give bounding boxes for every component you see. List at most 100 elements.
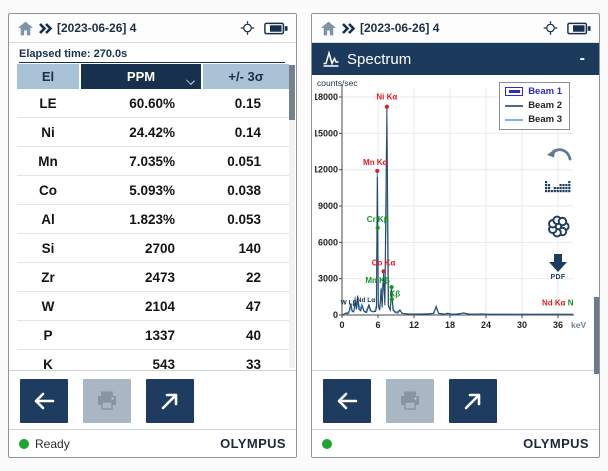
cell-value: 1.823% — [129, 211, 175, 227]
breadcrumb[interactable]: [2023-06-26] 4 — [360, 21, 440, 35]
spectrum-title: Spectrum — [347, 50, 412, 68]
svg-text:36: 36 — [553, 320, 563, 330]
print-button[interactable] — [386, 379, 434, 423]
back-button[interactable] — [323, 379, 371, 423]
legend-item-beam-3[interactable]: Beam 3 — [505, 113, 562, 126]
svg-text:Nd Kα: Nd Kα — [542, 298, 566, 307]
units-label: PPM — [126, 69, 156, 84]
svg-text:6000: 6000 — [318, 237, 338, 247]
printer-icon — [401, 391, 419, 410]
breadcrumb[interactable]: [2023-06-26] 4 — [57, 21, 137, 35]
export-arrow-icon — [464, 393, 481, 410]
cell-element: Zr — [41, 269, 55, 285]
svg-text:Kβ: Kβ — [389, 289, 400, 298]
cell-element: LE — [39, 95, 57, 111]
svg-text:3000: 3000 — [318, 274, 338, 284]
svg-text:Co Kα: Co Kα — [372, 258, 396, 267]
cell-error: 0.15 — [234, 95, 261, 111]
cell-error: 0.038 — [227, 182, 261, 198]
olympus-logo: OLYMPUS — [523, 436, 589, 451]
svg-text:keV: keV — [571, 320, 586, 330]
table-scrollbar-track[interactable] — [289, 65, 295, 368]
svg-text:0: 0 — [339, 320, 344, 330]
olympus-logo: OLYMPUS — [220, 436, 286, 451]
title-bar: [2023-06-26] 4 — [312, 14, 599, 43]
home-icon[interactable] — [17, 21, 34, 36]
table-row[interactable]: Co 5.093% 0.038 — [17, 176, 289, 205]
home-icon[interactable] — [320, 21, 337, 36]
table-row[interactable]: K 543 33 — [17, 350, 289, 371]
legend-item-beam-1[interactable]: Beam 1 — [505, 85, 562, 98]
back-arrow-icon — [337, 392, 358, 410]
periodic-table-icon — [544, 181, 570, 193]
svg-text:15000: 15000 — [315, 128, 338, 138]
bottom-toolbar — [312, 370, 599, 429]
battery-icon — [567, 22, 591, 34]
legend-item-beam-2[interactable]: Beam 2 — [505, 99, 562, 112]
undo-zoom-button[interactable] — [543, 145, 573, 164]
svg-text:12: 12 — [409, 320, 419, 330]
undo-arrow-icon — [547, 148, 572, 161]
export-button[interactable] — [146, 379, 194, 423]
svg-text:12000: 12000 — [315, 165, 338, 175]
cell-value: 5.093% — [129, 182, 175, 198]
spectrum-icon — [323, 50, 339, 67]
table-row[interactable]: Al 1.823% 0.053 — [17, 205, 289, 234]
breadcrumb-chevrons-icon — [342, 22, 356, 34]
table-row[interactable]: LE 60.60% 0.15 — [17, 89, 289, 118]
table-row[interactable]: Si 2700 140 — [17, 234, 289, 263]
cell-value: 60.60% — [129, 95, 175, 111]
printer-icon — [98, 391, 116, 410]
table-row[interactable]: Zr 2473 22 — [17, 263, 289, 292]
pdf-download-arrow-icon — [549, 254, 567, 272]
cell-error: 47 — [245, 298, 261, 314]
cell-element: Si — [41, 240, 55, 256]
breadcrumb-chevrons-icon — [39, 22, 53, 34]
cell-element: P — [43, 327, 53, 343]
battery-icon — [264, 22, 288, 34]
settings-button[interactable] — [546, 214, 571, 239]
pdf-export-button[interactable]: PDF — [547, 253, 569, 281]
column-header-el[interactable]: El — [17, 64, 79, 89]
cell-element: K — [43, 356, 53, 371]
back-arrow-icon — [34, 392, 55, 410]
svg-text:counts/sec: counts/sec — [317, 78, 358, 88]
legend-label: Beam 1 — [528, 86, 562, 97]
results-content: Elapsed time: 270.0s El PPM +/- 3σ LE 60.… — [9, 43, 296, 370]
table-row[interactable]: P 1337 40 — [17, 321, 289, 350]
cell-element: Ni — [41, 124, 55, 140]
spectrum-header-bar: Spectrum - — [312, 43, 599, 75]
cell-value: 7.035% — [129, 153, 175, 169]
crosshair-icon — [240, 21, 255, 35]
collapse-button[interactable]: - — [579, 50, 585, 67]
periodic-table-button[interactable] — [544, 181, 572, 194]
column-header-error[interactable]: +/- 3σ — [203, 64, 289, 89]
cell-error: 0.051 — [227, 153, 261, 169]
ready-status-dot — [19, 438, 29, 449]
back-button[interactable] — [20, 379, 68, 423]
print-button[interactable] — [83, 379, 131, 423]
svg-text:6: 6 — [375, 320, 380, 330]
status-text: Ready — [35, 436, 70, 451]
spectrum-panel: [2023-06-26] 4 Spectrum - 0 3000 6000 9000 1… — [311, 13, 600, 458]
cell-error: 22 — [245, 269, 261, 285]
cell-value: 1337 — [144, 327, 175, 343]
chart-tools: PDF — [543, 145, 573, 281]
svg-text:24: 24 — [481, 320, 491, 330]
legend-label: Beam 2 — [528, 100, 562, 111]
svg-text:9000: 9000 — [318, 201, 338, 211]
table-row[interactable]: Ni 24.42% 0.14 — [17, 118, 289, 147]
results-table: El PPM +/- 3σ LE 60.60% 0.15 Ni 24.42% 0.14 Mn… — [17, 64, 289, 370]
pdf-label: PDF — [550, 274, 566, 281]
panel-scrollbar-thumb[interactable] — [594, 297, 599, 374]
table-row[interactable]: W 2104 47 — [17, 292, 289, 321]
cell-value: 2104 — [144, 298, 175, 314]
table-scrollbar-thumb[interactable] — [289, 65, 295, 120]
legend-label: Beam 3 — [528, 114, 562, 125]
bottom-toolbar — [9, 370, 296, 429]
table-row[interactable]: Mn 7.035% 0.051 — [17, 147, 289, 176]
status-bar: OLYMPUS — [312, 429, 599, 457]
column-header-units-dropdown[interactable]: PPM — [81, 64, 201, 89]
export-button[interactable] — [449, 379, 497, 423]
